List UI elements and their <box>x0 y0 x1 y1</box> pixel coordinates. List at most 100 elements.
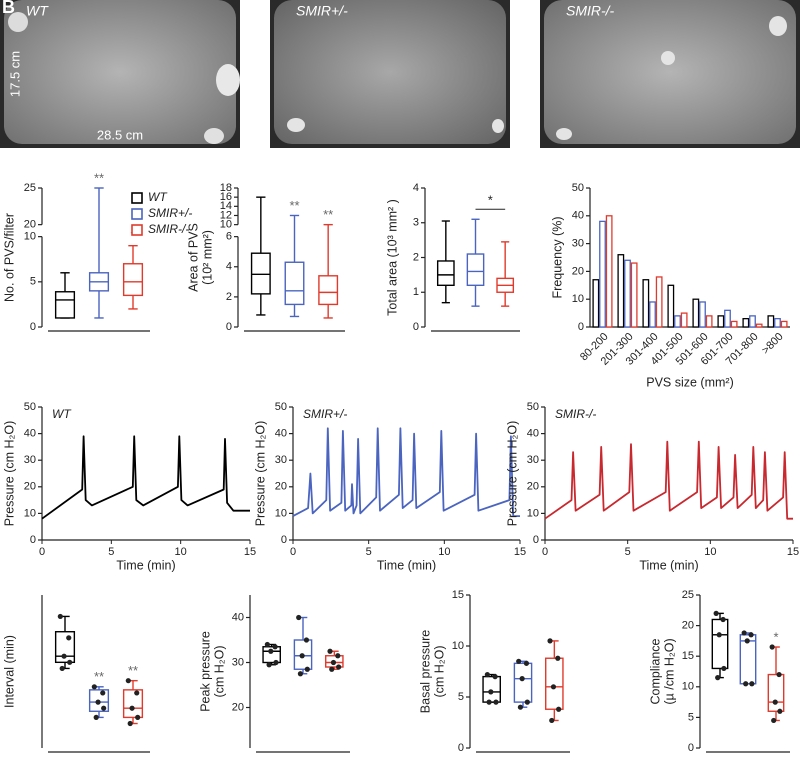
box <box>122 689 144 719</box>
y-tick-label: 15 <box>452 589 464 601</box>
data-point <box>744 638 750 644</box>
data-point <box>330 659 337 666</box>
x-tick-label: 0 <box>542 546 548 558</box>
data-point <box>335 653 341 659</box>
legend-label: SMIR-/- <box>148 222 189 236</box>
bar <box>592 279 600 328</box>
y-axis-label: (cm H₂O) <box>212 645 226 697</box>
y-tick-label: 40 <box>275 428 287 440</box>
y-tick-label: 30 <box>24 454 36 466</box>
bar <box>780 320 788 328</box>
data-point <box>125 678 131 684</box>
data-point <box>303 637 310 643</box>
y-tick-label: 2 <box>226 291 232 303</box>
y-tick-label: 0 <box>226 321 232 333</box>
bar <box>649 301 656 328</box>
data-point <box>304 666 310 672</box>
filter-photo <box>4 0 236 144</box>
y-tick-label: 6 <box>226 231 232 243</box>
y-tick-label: 18 <box>220 182 232 194</box>
x-tick-label: 0 <box>39 546 45 558</box>
trace-label: WT <box>52 407 72 421</box>
x-axis-label: Time (min) <box>639 558 698 572</box>
y-tick-label: 25 <box>24 182 36 194</box>
bar <box>749 315 756 328</box>
y-axis-label: (cm H₂O) <box>432 645 446 697</box>
photo-height: 17.5 cm <box>7 51 22 97</box>
y-tick-label: 20 <box>24 219 36 231</box>
data-point <box>127 720 133 727</box>
bar <box>674 315 681 328</box>
y-axis-label: (µ /cm H₂O) <box>662 638 676 704</box>
y-tick-label: 10 <box>220 219 232 231</box>
data-point <box>299 653 305 659</box>
y-axis-label: (10² mm²) <box>200 230 214 285</box>
bar <box>730 320 738 328</box>
y-tick-label: 1 <box>413 286 419 298</box>
bar <box>774 318 781 328</box>
y-tick-label: 10 <box>24 231 36 243</box>
x-tick-label: 5 <box>366 546 372 558</box>
data-point <box>91 684 97 690</box>
significance: ** <box>94 170 104 185</box>
y-tick-label: 0 <box>281 534 287 546</box>
blob <box>661 51 675 65</box>
y-tick-label: 5 <box>30 276 36 288</box>
bar <box>767 315 775 328</box>
y-tick-label: 10 <box>682 681 694 693</box>
y-tick-label: 5 <box>688 711 694 723</box>
significance: ** <box>94 669 104 684</box>
blob <box>556 128 572 140</box>
y-tick-label: 0 <box>413 321 419 333</box>
y-tick-label: 20 <box>527 481 539 493</box>
y-axis-label: Frequency (%) <box>550 217 564 299</box>
y-tick-label: 20 <box>572 265 584 277</box>
y-tick-label: 20 <box>24 481 36 493</box>
data-point <box>743 681 749 687</box>
y-tick-label: 15 <box>682 650 694 662</box>
panel-letter: B <box>2 0 15 17</box>
box <box>284 261 305 306</box>
box <box>436 260 455 287</box>
data-point <box>771 717 777 724</box>
box <box>54 291 76 319</box>
data-point <box>59 665 65 672</box>
data-point <box>720 616 726 623</box>
data-point <box>749 681 755 687</box>
data-point <box>101 705 107 711</box>
y-axis-label: Area of PVS <box>186 223 200 292</box>
data-point <box>550 684 557 690</box>
box <box>513 662 533 703</box>
data-point <box>129 705 135 711</box>
y-tick-label: 4 <box>413 182 419 194</box>
photo-width: 28.5 cm <box>97 127 143 142</box>
data-point <box>488 689 494 695</box>
bar <box>717 315 725 328</box>
photo-label: SMIR-/- <box>566 3 615 19</box>
y-tick-label: 3 <box>413 217 419 229</box>
x-tick-label: 10 <box>175 546 187 558</box>
y-axis-label: Interval (min) <box>2 635 16 708</box>
y-tick-label: 0 <box>533 534 539 546</box>
y-tick-label: 30 <box>232 656 244 668</box>
blob <box>216 64 240 96</box>
legend-swatch <box>131 192 143 204</box>
bar <box>724 309 731 328</box>
box <box>482 675 501 703</box>
data-point <box>556 706 562 712</box>
y-tick-label: 5 <box>458 691 464 703</box>
y-tick-label: 50 <box>572 182 584 194</box>
y-tick-label: 50 <box>527 401 539 413</box>
data-point <box>519 676 525 682</box>
data-point <box>93 714 99 721</box>
data-point <box>264 641 270 648</box>
y-axis-label: No. of PVS/filter <box>2 213 16 302</box>
y-tick-label: 10 <box>24 507 36 519</box>
data-point <box>100 690 106 696</box>
significance: ** <box>128 663 138 678</box>
pressure-trace <box>41 435 250 520</box>
data-point <box>135 714 141 721</box>
pressure-trace <box>544 440 793 520</box>
y-tick-label: 12 <box>220 209 232 221</box>
